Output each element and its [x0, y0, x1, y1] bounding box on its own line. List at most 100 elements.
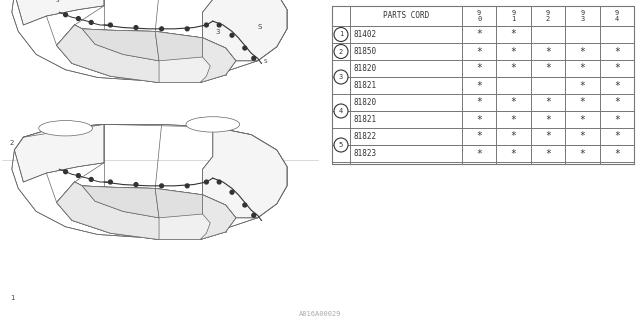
Text: S: S	[258, 24, 262, 30]
Circle shape	[186, 27, 189, 31]
Text: *: *	[545, 115, 551, 124]
Text: *: *	[511, 115, 516, 124]
Text: *: *	[579, 63, 586, 74]
Circle shape	[205, 180, 209, 184]
Circle shape	[334, 138, 348, 152]
Circle shape	[186, 184, 189, 188]
Circle shape	[243, 203, 247, 207]
Text: *: *	[511, 46, 516, 57]
Polygon shape	[82, 29, 159, 61]
Text: *: *	[579, 132, 586, 141]
Text: *: *	[476, 46, 482, 57]
Text: *: *	[614, 63, 620, 74]
Text: 81820: 81820	[354, 64, 377, 73]
Circle shape	[134, 26, 138, 29]
Polygon shape	[57, 25, 236, 83]
Text: 1: 1	[10, 295, 15, 301]
Text: 9
0: 9 0	[477, 10, 481, 22]
Text: 3: 3	[339, 74, 343, 80]
Text: *: *	[476, 81, 482, 91]
Polygon shape	[15, 124, 104, 182]
Text: *: *	[476, 148, 482, 158]
Text: *: *	[476, 132, 482, 141]
Text: *: *	[545, 98, 551, 108]
Polygon shape	[12, 0, 287, 80]
Circle shape	[63, 170, 68, 174]
Text: *: *	[511, 132, 516, 141]
Text: *: *	[511, 98, 516, 108]
Circle shape	[109, 23, 113, 27]
Text: 3: 3	[215, 29, 220, 35]
Text: 9
4: 9 4	[614, 10, 619, 22]
Ellipse shape	[38, 121, 92, 136]
Text: *: *	[614, 148, 620, 158]
Circle shape	[63, 13, 68, 17]
Text: *: *	[614, 46, 620, 57]
Polygon shape	[200, 38, 236, 83]
Circle shape	[134, 183, 138, 187]
Text: *: *	[476, 29, 482, 39]
Circle shape	[230, 190, 234, 194]
Text: 2: 2	[339, 49, 343, 54]
Circle shape	[205, 23, 209, 27]
Text: *: *	[545, 132, 551, 141]
Text: 81823: 81823	[354, 149, 377, 158]
Text: *: *	[476, 98, 482, 108]
Text: 81821: 81821	[354, 115, 377, 124]
Text: 81850: 81850	[354, 47, 377, 56]
Text: *: *	[614, 132, 620, 141]
Circle shape	[243, 46, 247, 50]
Circle shape	[252, 56, 255, 60]
Text: A816A00029: A816A00029	[299, 311, 341, 317]
Polygon shape	[202, 127, 287, 218]
Text: *: *	[579, 46, 586, 57]
Text: 1: 1	[339, 31, 343, 37]
Polygon shape	[57, 25, 159, 83]
Text: *: *	[545, 46, 551, 57]
Polygon shape	[57, 182, 236, 240]
Text: *: *	[511, 63, 516, 74]
Polygon shape	[156, 188, 202, 218]
Text: 9
2: 9 2	[546, 10, 550, 22]
Polygon shape	[82, 186, 159, 218]
Text: *: *	[614, 98, 620, 108]
Circle shape	[252, 213, 255, 217]
Circle shape	[218, 23, 221, 27]
Circle shape	[160, 184, 164, 188]
Ellipse shape	[186, 117, 240, 132]
Polygon shape	[57, 182, 159, 240]
Polygon shape	[15, 0, 104, 25]
Text: 81820: 81820	[354, 98, 377, 107]
Text: *: *	[511, 148, 516, 158]
Circle shape	[89, 178, 93, 181]
Polygon shape	[202, 0, 287, 61]
Text: *: *	[511, 29, 516, 39]
Text: 2: 2	[10, 140, 14, 146]
Text: PARTS CORD: PARTS CORD	[383, 12, 429, 20]
Text: *: *	[476, 63, 482, 74]
Circle shape	[109, 180, 113, 184]
Circle shape	[230, 33, 234, 37]
Circle shape	[77, 17, 81, 20]
Circle shape	[334, 104, 348, 118]
Text: 81822: 81822	[354, 132, 377, 141]
Text: 5: 5	[339, 142, 343, 148]
Text: *: *	[579, 81, 586, 91]
Circle shape	[160, 27, 164, 31]
Text: *: *	[476, 115, 482, 124]
Circle shape	[334, 70, 348, 84]
Circle shape	[334, 44, 348, 59]
Text: *: *	[614, 81, 620, 91]
Text: *: *	[579, 115, 586, 124]
Text: 81821: 81821	[354, 81, 377, 90]
Circle shape	[77, 174, 81, 178]
Text: S: S	[56, 0, 59, 3]
Text: S: S	[264, 60, 267, 64]
Polygon shape	[200, 195, 236, 240]
Circle shape	[218, 180, 221, 184]
Polygon shape	[12, 124, 287, 237]
Text: *: *	[545, 63, 551, 74]
Text: *: *	[579, 148, 586, 158]
Text: 4: 4	[339, 108, 343, 114]
Polygon shape	[156, 31, 202, 61]
